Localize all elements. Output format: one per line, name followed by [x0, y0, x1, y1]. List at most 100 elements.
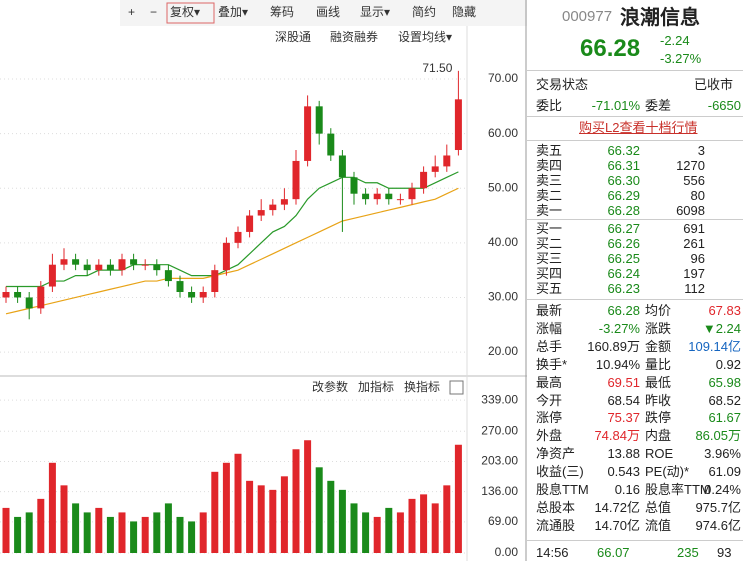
candle-body	[257, 210, 265, 216]
toolbar	[120, 0, 527, 26]
toolbar-button[interactable]: −	[150, 5, 157, 19]
book-label: 卖二	[536, 188, 563, 203]
stat-label: 最低	[645, 374, 672, 390]
candle-body	[396, 199, 404, 201]
toolbar-button[interactable]: 叠加▾	[218, 5, 248, 19]
candle-body	[199, 291, 207, 298]
candle-body	[106, 264, 114, 271]
volume-tool[interactable]: 换指标	[404, 379, 440, 394]
stat-label: 换手*	[536, 356, 568, 372]
book-price: 66.31	[607, 158, 640, 173]
book-price: 66.27	[607, 221, 640, 236]
tick-item: 66.07	[597, 545, 630, 560]
stat-label: 金额	[645, 338, 672, 354]
volume-bar	[454, 444, 462, 553]
volume-bar	[211, 471, 219, 553]
volume-tool[interactable]: 改参数	[312, 379, 348, 394]
stock-code: 000977	[562, 8, 613, 25]
toolbar-button[interactable]: +	[128, 5, 135, 19]
volume-bar	[350, 503, 358, 553]
label: 交易状态	[536, 77, 589, 92]
stat-value: 75.37	[607, 410, 640, 426]
book-label: 买五	[536, 281, 563, 296]
volume-tool[interactable]: 加指标	[358, 379, 394, 394]
y-tick-label: 20.00	[488, 344, 518, 358]
stat-value: ▼2.24	[702, 320, 741, 336]
stat-value: 14.70亿	[594, 517, 640, 533]
stat-value: 13.88	[607, 446, 640, 462]
status: 已收市	[694, 77, 734, 92]
candle-body	[292, 160, 300, 200]
volume-bar	[420, 494, 428, 553]
volume-bar	[327, 480, 335, 553]
toolbar-button[interactable]: 复权▾	[170, 5, 200, 19]
stat-label: 净资产	[536, 446, 576, 462]
candle-body	[37, 286, 45, 309]
y-tick-label: 70.00	[488, 71, 518, 85]
book-volume: 112	[684, 281, 705, 296]
max-label: 71.50	[422, 61, 452, 75]
book-label: 买四	[536, 266, 563, 281]
candle-body	[327, 133, 335, 156]
separator	[527, 540, 743, 541]
candle-body	[60, 259, 68, 265]
toolbar-button[interactable]: 简约	[412, 4, 436, 19]
stat-value: 0.24%	[704, 482, 741, 497]
volume-bar	[396, 512, 404, 553]
volume-bar	[338, 489, 346, 553]
book-price: 66.29	[607, 188, 640, 203]
link[interactable]: 设置均线▾	[398, 30, 452, 44]
volume-bar	[118, 512, 126, 553]
y-tick-label: 50.00	[488, 180, 518, 194]
stat-value: 68.52	[708, 392, 741, 408]
book-label: 卖三	[536, 173, 563, 188]
y-tick-label: 40.00	[488, 235, 518, 249]
stat-label: ROE	[645, 446, 674, 462]
separator	[527, 219, 743, 220]
volume-bar	[408, 498, 416, 553]
close-button[interactable]	[449, 380, 464, 395]
toolbar-button[interactable]: 画线	[316, 5, 340, 19]
toolbar-button[interactable]: 隐藏	[452, 5, 476, 19]
stat-label: 跌停	[645, 410, 672, 426]
candle-body	[420, 171, 428, 189]
candle-body	[211, 270, 219, 292]
volume-bar	[373, 516, 381, 553]
stock-name: 浪潮信息	[620, 7, 700, 29]
active-button	[166, 2, 215, 24]
stat-label: PE(动)*	[645, 464, 690, 480]
stat-value: 109.14亿	[688, 338, 741, 354]
candle-body	[454, 99, 462, 151]
y-tick-label: 339.00	[481, 392, 518, 406]
link[interactable]: 深股通	[275, 30, 311, 44]
candle-body	[362, 193, 370, 200]
volume-bar	[72, 503, 80, 553]
book-label: 买一	[536, 221, 563, 236]
toolbar-button[interactable]: 显示▾	[360, 5, 390, 19]
tick-item: 14:56	[536, 545, 569, 560]
book-volume: 197	[683, 266, 705, 281]
candle-body	[14, 291, 22, 298]
toolbar-button[interactable]: 筹码	[270, 5, 294, 19]
moving-average	[6, 171, 459, 288]
stat-value: 10.94%	[595, 356, 640, 372]
stat-value: 67.83	[708, 303, 741, 318]
candle-body	[373, 193, 381, 200]
stat-label: 收益(三)	[536, 464, 584, 480]
label: 委比	[536, 98, 563, 113]
link[interactable]: 融资融券	[330, 29, 378, 44]
stat-value: 69.51	[607, 374, 640, 390]
book-label: 买三	[536, 251, 563, 266]
y-tick-label: 69.00	[488, 514, 518, 528]
candle-body	[234, 231, 242, 243]
candle-body	[176, 281, 184, 292]
candle-body	[83, 264, 91, 271]
l2-link[interactable]: 购买L2查看十档行情	[579, 120, 698, 135]
volume-bar	[304, 440, 312, 553]
volume-bar	[25, 512, 33, 553]
stat-label: 股息率TTM	[645, 482, 711, 497]
stat-label: 总股本	[536, 499, 576, 515]
book-label: 卖一	[536, 203, 563, 218]
y-tick-label: 60.00	[488, 126, 518, 140]
book-label: 卖四	[536, 158, 563, 173]
